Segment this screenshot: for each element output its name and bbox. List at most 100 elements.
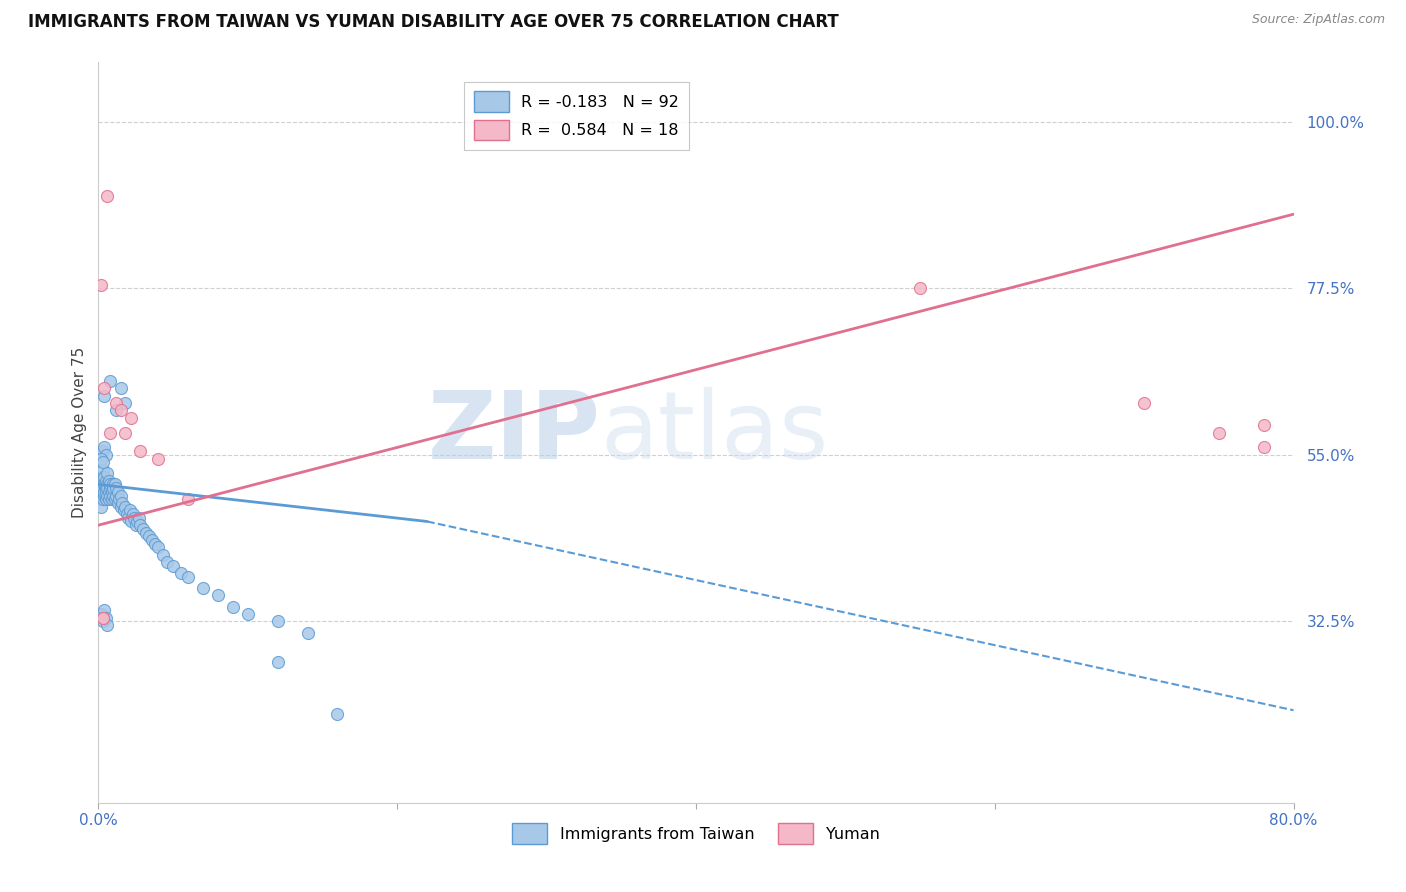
Point [97, 474, 120, 488]
Y-axis label: Disability Age Over 75: Disability Age Over 75 [72, 347, 87, 518]
Point [91, 455, 114, 469]
Point [98, 374, 122, 388]
Point [114, 425, 136, 440]
Point [97, 492, 120, 507]
Point [94, 481, 117, 495]
Point [169, 566, 191, 581]
Point [101, 484, 124, 499]
Point [120, 515, 142, 529]
Point [96, 481, 118, 495]
Point [143, 536, 166, 550]
Text: ZIP: ZIP [427, 386, 600, 479]
Point [267, 615, 290, 629]
Point [124, 510, 146, 524]
Point [148, 541, 170, 555]
Point [90, 607, 112, 621]
Point [93, 381, 115, 395]
Point [96, 467, 118, 481]
Point [91, 492, 114, 507]
Point [117, 510, 139, 524]
Point [96, 477, 118, 491]
Point [104, 477, 127, 491]
Point [110, 403, 132, 417]
Point [138, 529, 160, 543]
Point [93, 470, 115, 484]
Point [93, 484, 115, 499]
Point [103, 489, 125, 503]
Point [93, 389, 115, 403]
Point [91, 444, 114, 458]
Point [93, 441, 115, 455]
Text: Source: ZipAtlas.com: Source: ZipAtlas.com [1251, 13, 1385, 27]
Point [90, 500, 112, 514]
Point [128, 510, 150, 524]
Text: IMMIGRANTS FROM TAIWAN VS YUMAN DISABILITY AGE OVER 75 CORRELATION CHART: IMMIGRANTS FROM TAIWAN VS YUMAN DISABILI… [28, 13, 839, 31]
Point [1253, 441, 1275, 455]
Text: atlas: atlas [600, 386, 828, 479]
Point [177, 492, 200, 507]
Point [105, 396, 128, 410]
Point [94, 492, 117, 507]
Point [156, 555, 179, 569]
Point [111, 496, 134, 510]
Point [120, 410, 142, 425]
Point [97, 484, 120, 499]
Point [207, 589, 229, 603]
Point [94, 448, 117, 462]
Point [267, 655, 290, 669]
Point [105, 403, 128, 417]
Point [129, 444, 152, 458]
Point [90, 277, 112, 292]
Point [110, 500, 132, 514]
Point [908, 281, 931, 295]
Point [98, 477, 122, 491]
Point [90, 474, 112, 488]
Point [98, 425, 122, 440]
Point [98, 489, 122, 503]
Point [91, 610, 114, 624]
Point [96, 489, 118, 503]
Point [121, 507, 143, 521]
Point [107, 484, 129, 499]
Point [115, 507, 138, 521]
Point [90, 489, 112, 503]
Point [222, 599, 245, 614]
Legend: Immigrants from Taiwan, Yuman: Immigrants from Taiwan, Yuman [505, 817, 887, 850]
Point [125, 518, 148, 533]
Point [135, 525, 157, 540]
Point [91, 481, 114, 495]
Point [101, 492, 124, 507]
Point [112, 503, 135, 517]
Point [89, 484, 111, 499]
Point [93, 603, 115, 617]
Point [91, 610, 114, 624]
Point [103, 481, 125, 495]
Point [90, 470, 112, 484]
Point [132, 522, 155, 536]
Point [93, 489, 115, 503]
Point [105, 481, 128, 495]
Point [236, 607, 259, 621]
Point [114, 396, 136, 410]
Point [1208, 425, 1230, 440]
Point [94, 610, 117, 624]
Point [129, 518, 152, 533]
Point [104, 492, 127, 507]
Point [90, 451, 112, 466]
Point [110, 489, 132, 503]
Point [98, 481, 122, 495]
Point [1253, 418, 1275, 433]
Point [96, 188, 118, 202]
Point [148, 451, 170, 466]
Point [93, 477, 115, 491]
Point [91, 615, 114, 629]
Point [114, 500, 136, 514]
Point [177, 570, 200, 584]
Point [118, 503, 141, 517]
Point [89, 492, 111, 507]
Point [191, 581, 214, 595]
Point [91, 484, 114, 499]
Point [152, 548, 174, 562]
Point [108, 492, 131, 507]
Point [297, 625, 319, 640]
